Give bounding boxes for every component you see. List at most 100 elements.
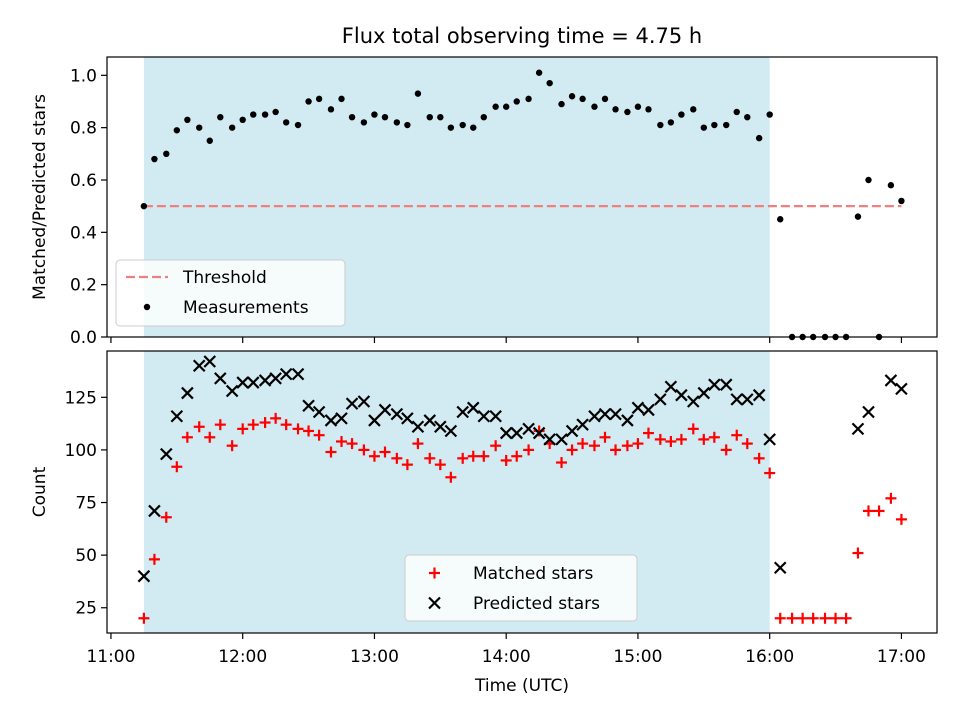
data-point	[854, 213, 862, 220]
data-point	[566, 444, 578, 456]
data-point	[645, 106, 652, 113]
data-point	[181, 431, 193, 443]
data-point	[642, 427, 654, 439]
legend-predicted-swatch	[428, 596, 441, 610]
y-tick-label: 0.8	[70, 119, 97, 139]
data-point-stroke	[378, 403, 392, 417]
data-point	[862, 505, 874, 517]
data-point	[632, 438, 644, 450]
data-point	[196, 124, 203, 131]
data-point	[773, 561, 787, 575]
data-point-stroke	[423, 414, 437, 427]
data-point	[723, 121, 730, 129]
data-point	[708, 378, 721, 391]
data-point	[269, 372, 282, 385]
y-tick-label: 0.0	[70, 328, 97, 348]
data-point	[807, 612, 819, 624]
data-point	[381, 113, 389, 121]
data-point	[687, 423, 699, 435]
data-point-stroke	[895, 382, 908, 396]
data-point	[358, 444, 370, 456]
data-point-stroke	[510, 426, 524, 440]
data-point-stroke	[763, 433, 776, 446]
data-point	[291, 367, 305, 381]
data-point	[654, 433, 666, 445]
data-point	[457, 452, 469, 464]
data-point	[511, 450, 523, 462]
data-point	[741, 393, 754, 406]
data-point	[294, 121, 302, 129]
series-matched-stars	[138, 412, 907, 624]
data-point	[404, 121, 411, 129]
y-tick-label: 75	[75, 494, 97, 514]
data-point-stroke	[851, 422, 865, 436]
axes-frame	[106, 56, 938, 338]
data-point	[160, 447, 173, 461]
data-point	[368, 414, 381, 427]
data-point	[305, 98, 312, 105]
data-point-stroke	[302, 399, 315, 412]
y-tick-label: 25	[75, 599, 97, 619]
data-point	[621, 440, 633, 452]
data-point	[708, 431, 720, 443]
data-point	[895, 382, 908, 396]
y-axis-label: Count	[30, 466, 50, 517]
legend: Matched stars Predicted stars	[404, 554, 638, 622]
data-point	[624, 108, 631, 116]
data-point-stroke	[609, 407, 622, 421]
data-point	[634, 103, 642, 110]
data-point	[654, 393, 667, 406]
data-point	[280, 419, 292, 431]
data-point-stroke	[477, 409, 491, 423]
data-point	[466, 401, 480, 415]
data-point	[390, 407, 404, 421]
data-point-stroke	[214, 372, 227, 385]
data-point	[678, 111, 685, 118]
data-point	[140, 202, 148, 210]
data-point	[391, 452, 403, 464]
data-point-stroke	[598, 407, 612, 421]
data-point	[184, 116, 191, 124]
data-point-stroke	[686, 395, 700, 408]
data-point-stroke	[664, 380, 678, 394]
data-point	[752, 388, 766, 402]
data-point	[170, 409, 184, 423]
y-tick-label: 1.0	[70, 66, 97, 86]
data-point	[591, 103, 598, 110]
data-point	[259, 417, 271, 429]
legend-box	[404, 554, 638, 622]
data-point	[424, 452, 436, 464]
data-point-stroke	[522, 422, 535, 436]
data-point	[763, 433, 776, 446]
data-point	[445, 471, 457, 483]
data-point	[447, 124, 455, 131]
data-point	[423, 414, 437, 427]
data-point	[151, 155, 158, 163]
data-point-stroke	[730, 393, 744, 406]
data-point	[522, 422, 535, 436]
data-point	[532, 426, 546, 440]
data-point-stroke	[137, 569, 151, 583]
data-point-stroke	[291, 367, 305, 381]
data-point	[148, 504, 161, 518]
data-point	[609, 407, 622, 421]
data-point	[513, 98, 520, 105]
data-point	[612, 106, 619, 113]
data-point	[887, 182, 895, 189]
data-point	[862, 405, 875, 419]
data-point	[239, 116, 246, 124]
data-point	[698, 433, 710, 445]
data-point	[303, 425, 315, 437]
data-point	[412, 438, 424, 450]
data-point	[840, 612, 852, 624]
data-point	[744, 113, 751, 121]
data-point	[270, 412, 282, 424]
data-point	[315, 95, 323, 103]
data-point	[556, 457, 568, 469]
data-point	[258, 374, 272, 387]
data-point	[731, 429, 743, 441]
data-point	[525, 95, 532, 103]
data-point	[601, 95, 609, 103]
data-point	[434, 459, 446, 471]
data-point	[588, 440, 600, 452]
